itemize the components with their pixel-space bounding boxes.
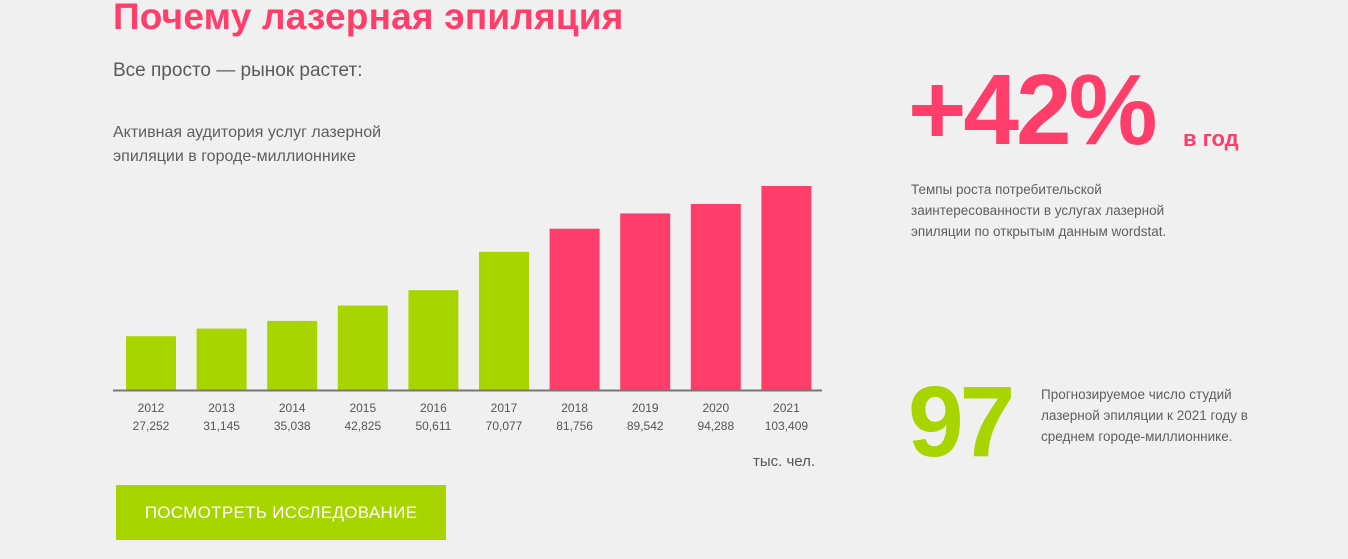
- bar-value-label: 31,145: [203, 419, 240, 433]
- x-tick-label: 2018: [561, 401, 588, 415]
- subtitle: Все просто — рынок растет:: [113, 60, 363, 81]
- bar-2020: [690, 204, 741, 390]
- studios-description: Прогнозируемое число студий лазерной эпи…: [1041, 387, 1248, 444]
- x-tick-label: 2017: [491, 401, 518, 415]
- bar-value-label: 81,756: [556, 419, 593, 433]
- bar-2017: [479, 251, 529, 390]
- chart-description: Активная аудитория услуг лазерной эпиляц…: [113, 124, 382, 165]
- page-title: Почему лазерная эпиляция: [113, 0, 624, 37]
- x-tick-label: 2019: [632, 401, 659, 415]
- bar-2018: [549, 228, 600, 390]
- bar-chart: 2012 27,252 2013 31,145 2014 35,038 2015 42,825…: [113, 186, 822, 433]
- x-tick-label: 2020: [702, 401, 729, 415]
- x-tick-label: 2021: [773, 401, 800, 415]
- x-tick-label: 2014: [279, 401, 306, 415]
- x-tick-label: 2013: [208, 401, 235, 415]
- bar-2013: [196, 328, 247, 390]
- bar-value-label: 89,542: [627, 419, 664, 433]
- growth-percent: +42%: [908, 54, 1158, 166]
- x-tick-label: 2016: [420, 401, 447, 415]
- studios-count: 97: [908, 366, 1015, 478]
- bar-2015: [337, 305, 388, 390]
- bar-value-label: 50,611: [415, 419, 451, 433]
- bar-value-label: 103,409: [765, 419, 809, 433]
- growth-period: в год: [1183, 126, 1239, 151]
- unit-label: тыс. чел.: [753, 453, 816, 470]
- view-research-button[interactable]: ПОСМОТРЕТЬ ИССЛЕДОВАНИЕ: [116, 485, 446, 540]
- bar-value-label: 35,038: [274, 419, 311, 433]
- bar-value-label: 27,252: [133, 419, 170, 433]
- bar-2012: [126, 336, 176, 390]
- bar-2019: [620, 213, 671, 390]
- bar-value-label: 70,077: [486, 419, 523, 433]
- bar-2016: [408, 290, 459, 390]
- bar-2014: [267, 320, 318, 390]
- bar-value-label: 94,288: [697, 419, 734, 433]
- growth-description: Темпы роста потребительской заинтересова…: [911, 182, 1167, 239]
- bar-2021: [761, 186, 812, 390]
- x-tick-label: 2015: [349, 401, 376, 415]
- bar-value-label: 42,825: [344, 419, 381, 433]
- x-tick-label: 2012: [138, 401, 165, 415]
